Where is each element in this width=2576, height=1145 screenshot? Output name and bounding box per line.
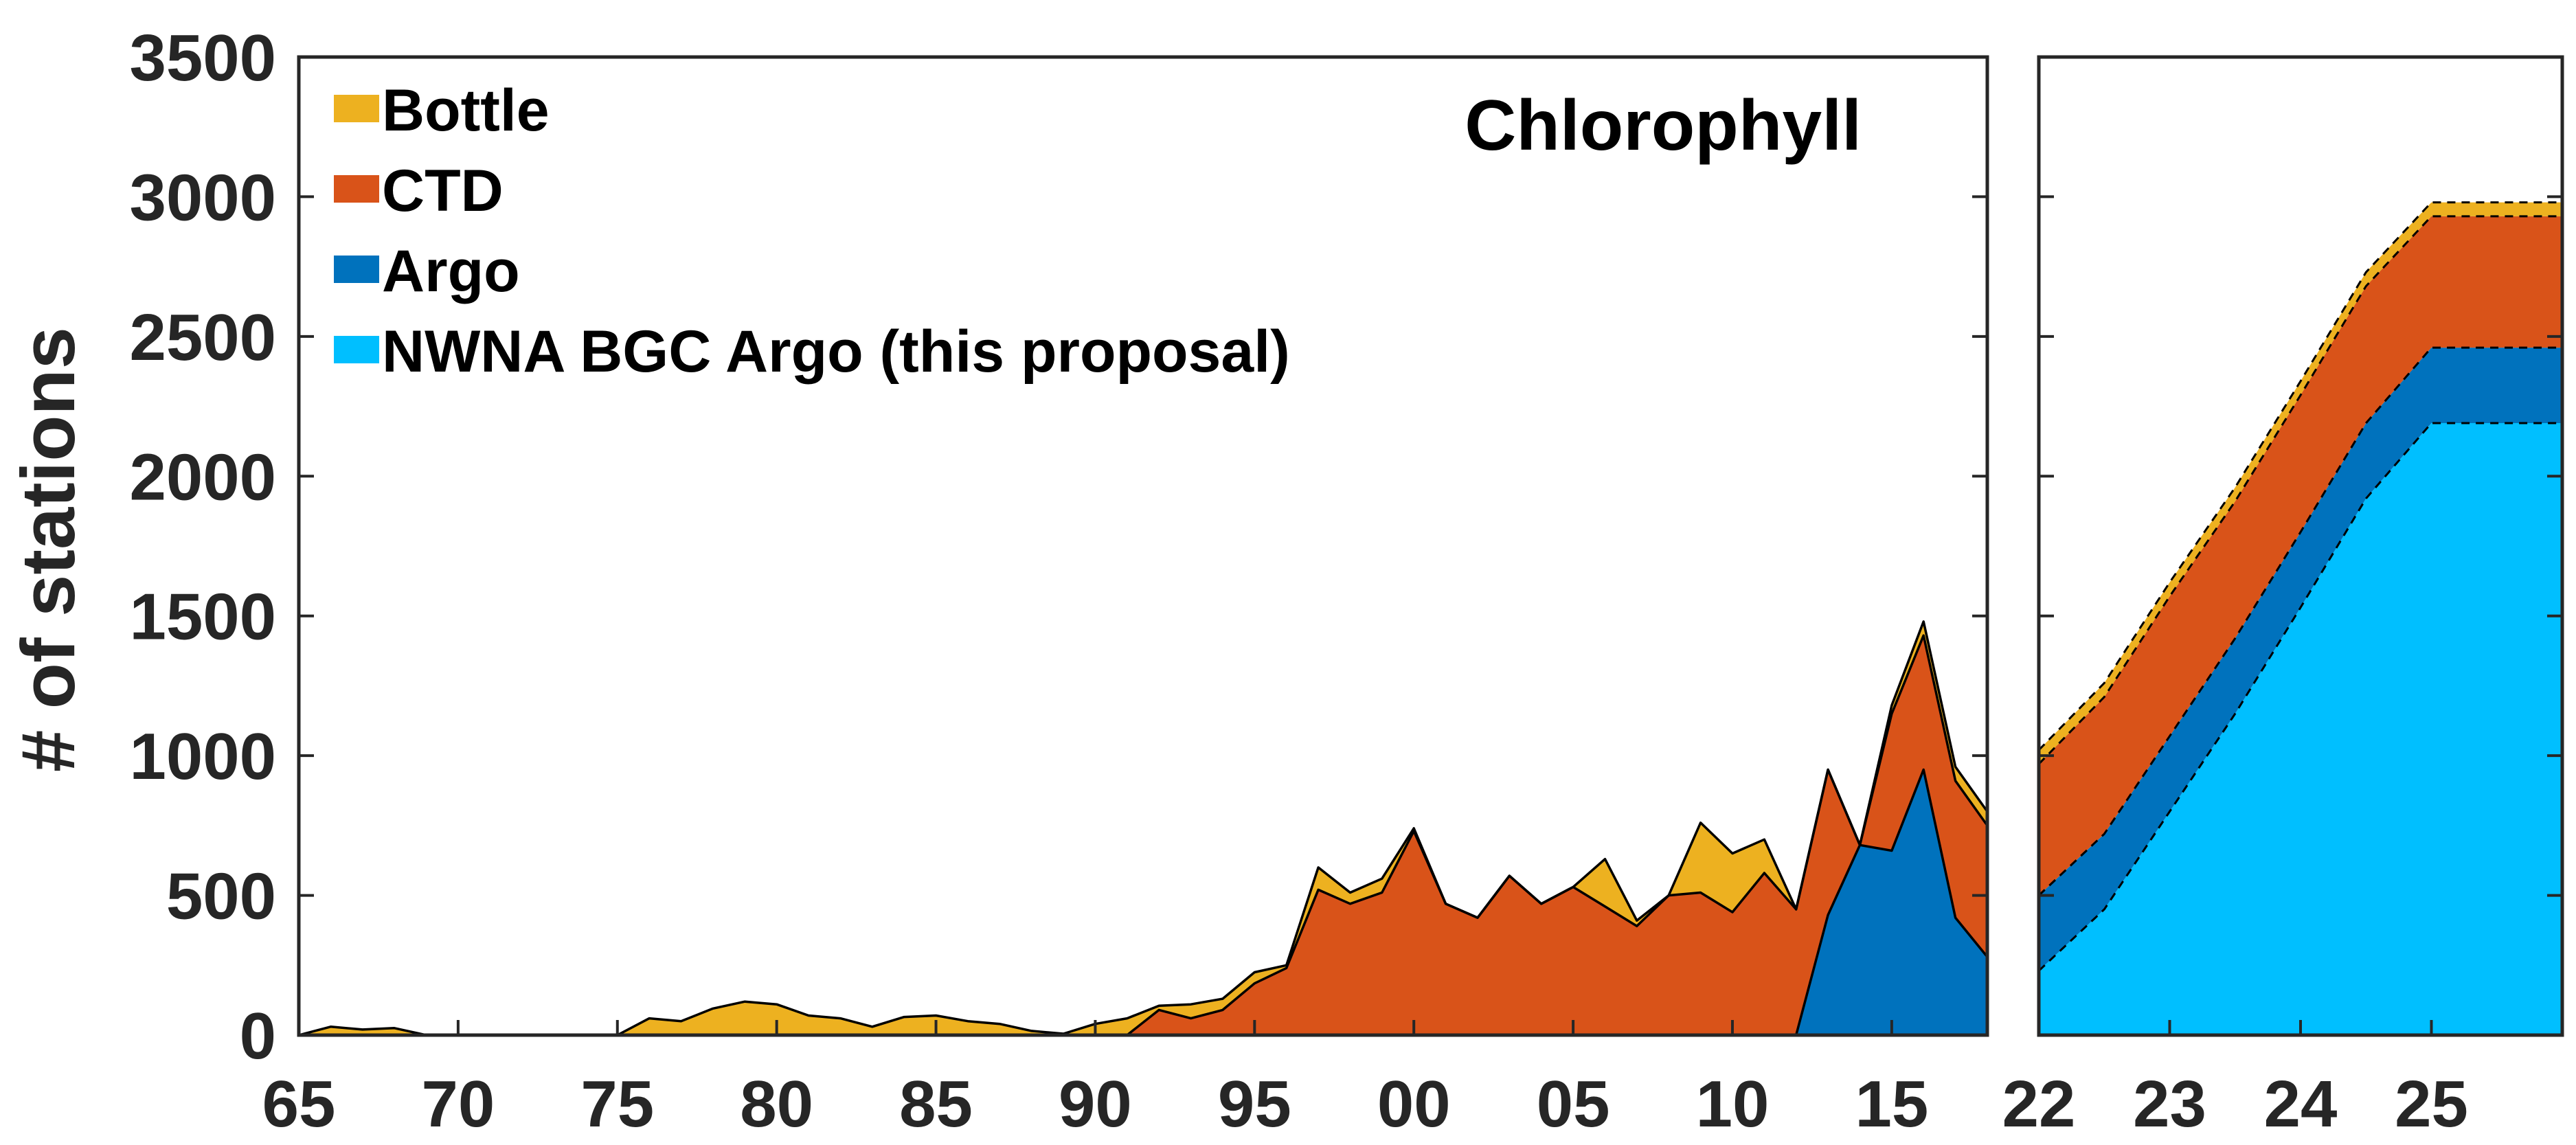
series-line-ctd-hist [299, 634, 1987, 1035]
y-tick-label-2500: 2500 [129, 301, 276, 374]
series-line-bottle-proj [2039, 201, 2562, 751]
area-ctd-proj [2039, 216, 2562, 896]
x-tick-label-hist-00: 00 [1377, 1067, 1451, 1141]
y-axis-label: # of stations [6, 327, 91, 772]
x-tick-label-hist-65: 65 [262, 1067, 336, 1141]
area-ctd-hist [299, 635, 1987, 1035]
x-tick-label-hist-80: 80 [740, 1067, 813, 1141]
legend-label-ctd: CTD [382, 158, 504, 224]
x-tick-label-hist-95: 95 [1218, 1067, 1291, 1141]
x-tick-label-proj-22: 22 [2002, 1067, 2076, 1141]
areas-hist [299, 620, 1987, 1035]
legend-label-argo: Argo [382, 238, 520, 304]
y-tick-label-1500: 1500 [129, 580, 276, 654]
legend-label-bottle: Bottle [382, 78, 550, 144]
x-tick-label-hist-15: 15 [1855, 1067, 1928, 1141]
area-nwna-bgc-argo-this-proposal-proj [2039, 423, 2562, 1035]
panel-projection: 22 23 24 25 [2002, 55, 2564, 1141]
y-tick-label-500: 500 [166, 860, 276, 933]
area-bottle-proj [2039, 202, 2562, 764]
y-tick-label-3000: 3000 [129, 161, 276, 234]
legend-swatch-ctd [334, 175, 379, 203]
legend-label-nwna-bgc-argo-this-proposal: NWNA BGC Argo (this proposal) [382, 319, 1290, 385]
legend-swatch-argo [334, 256, 379, 283]
chart-annotation-chlorophyll: Chlorophyll [1465, 86, 1862, 166]
x-tick-label-hist-90: 90 [1059, 1067, 1132, 1141]
area-argo-hist [299, 769, 1987, 1035]
series-line-bottle-hist [299, 620, 1987, 1035]
x-tick-label-proj-25: 25 [2395, 1067, 2468, 1141]
legend-swatch-nwna-bgc-argo-this-proposal [334, 336, 379, 363]
areas-proj [2039, 201, 2562, 1035]
y-tick-label-3500: 3500 [129, 21, 276, 95]
y-tick-label-0: 0 [240, 999, 276, 1073]
x-tick-label-hist-10: 10 [1696, 1067, 1770, 1141]
panel-historical: 65 70 75 80 85 90 95 00 05 10 15 [262, 55, 1989, 1141]
x-tick-label-proj-23: 23 [2133, 1067, 2206, 1141]
x-tick-label-hist-75: 75 [580, 1067, 654, 1141]
legend-swatch-bottle [334, 95, 379, 122]
x-tick-label-proj-24: 24 [2264, 1067, 2338, 1141]
x-tick-label-hist-85: 85 [899, 1067, 973, 1141]
plot-frame-hist [297, 55, 1989, 1037]
series-line-ctd-proj [2039, 215, 2562, 765]
series-line-nwna-bgc-argo-this-proposal-proj [2039, 422, 2562, 972]
y-tick-label-1000: 1000 [129, 720, 276, 793]
x-tick-label-hist-05: 05 [1537, 1067, 1610, 1141]
area-argo-proj [2039, 348, 2562, 971]
y-tick-label-2000: 2000 [129, 440, 276, 514]
x-tick-label-hist-70: 70 [421, 1067, 495, 1141]
series-line-argo-proj [2039, 346, 2562, 896]
legend: Bottle CTD Argo NWNA BGC Argo (this proposa… [334, 78, 1290, 385]
y-axis: 0 500 1000 1500 2000 2500 3000 3500 [129, 21, 276, 1073]
